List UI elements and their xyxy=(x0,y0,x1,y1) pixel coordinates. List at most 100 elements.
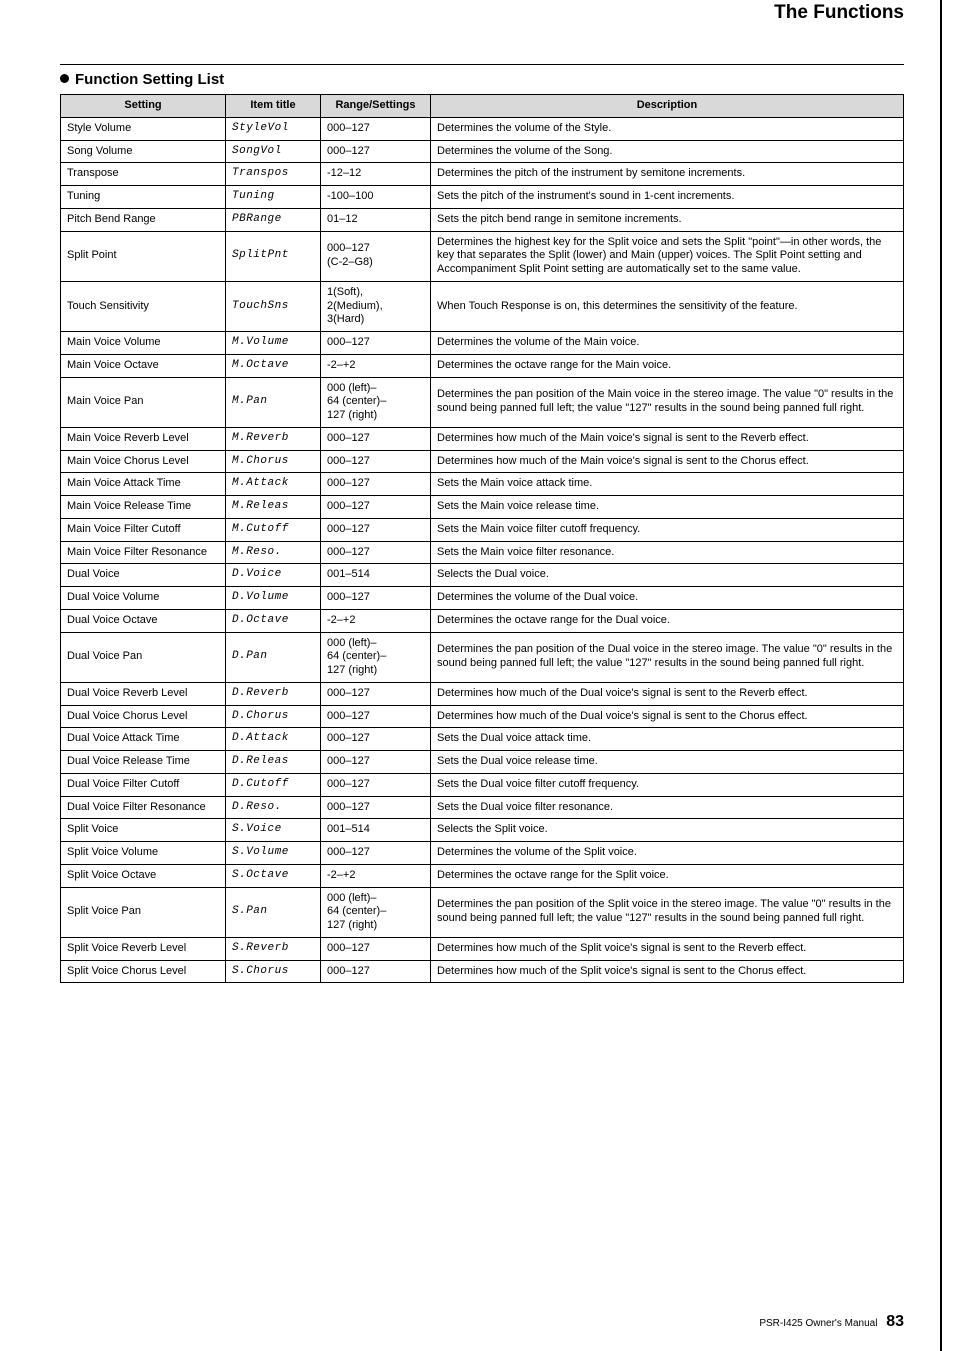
cell-setting: Split Voice xyxy=(61,819,226,842)
cell-description: Determines the pan position of the Dual … xyxy=(431,632,904,682)
cell-range: 000 (left)– 64 (center)– 127 (right) xyxy=(321,632,431,682)
cell-description: Determines the volume of the Split voice… xyxy=(431,842,904,865)
cell-range: 000–127 xyxy=(321,117,431,140)
cell-setting: Tuning xyxy=(61,186,226,209)
cell-description: Sets the Dual voice filter cutoff freque… xyxy=(431,773,904,796)
table-row: Split Voice PanS.Pan000 (left)– 64 (cent… xyxy=(61,887,904,937)
table-row: Main Voice Filter ResonanceM.Reso.000–12… xyxy=(61,541,904,564)
table-row: Main Voice OctaveM.Octave-2–+2Determines… xyxy=(61,354,904,377)
col-description: Description xyxy=(431,95,904,118)
cell-description: Determines the pan position of the Split… xyxy=(431,887,904,937)
cell-item-title: M.Volume xyxy=(226,332,321,355)
table-row: Split PointSplitPnt000–127 (C-2–G8)Deter… xyxy=(61,231,904,281)
table-row: Main Voice Release TimeM.Releas000–127Se… xyxy=(61,496,904,519)
cell-description: When Touch Response is on, this determin… xyxy=(431,281,904,331)
cell-description: Sets the pitch of the instrument's sound… xyxy=(431,186,904,209)
cell-setting: Split Voice Chorus Level xyxy=(61,960,226,983)
cell-item-title: Tuning xyxy=(226,186,321,209)
table-row: Dual Voice Chorus LevelD.Chorus000–127De… xyxy=(61,705,904,728)
cell-setting: Main Voice Release Time xyxy=(61,496,226,519)
table-row: Split VoiceS.Voice001–514Selects the Spl… xyxy=(61,819,904,842)
cell-range: 000–127 xyxy=(321,796,431,819)
cell-setting: Main Voice Attack Time xyxy=(61,473,226,496)
cell-description: Determines the pitch of the instrument b… xyxy=(431,163,904,186)
header-rule xyxy=(60,64,904,65)
cell-setting: Dual Voice Release Time xyxy=(61,751,226,774)
cell-description: Determines the octave range for the Dual… xyxy=(431,609,904,632)
cell-item-title: M.Octave xyxy=(226,354,321,377)
function-settings-table: Setting Item title Range/Settings Descri… xyxy=(60,94,904,983)
cell-item-title: S.Octave xyxy=(226,864,321,887)
cell-item-title: S.Pan xyxy=(226,887,321,937)
cell-range: 000–127 xyxy=(321,842,431,865)
table-header-row: Setting Item title Range/Settings Descri… xyxy=(61,95,904,118)
cell-setting: Split Voice Octave xyxy=(61,864,226,887)
cell-range: 000–127 xyxy=(321,751,431,774)
table-row: Style VolumeStyleVol000–127Determines th… xyxy=(61,117,904,140)
cell-range: -12–12 xyxy=(321,163,431,186)
cell-item-title: S.Chorus xyxy=(226,960,321,983)
cell-setting: Main Voice Filter Resonance xyxy=(61,541,226,564)
cell-description: Determines how much of the Split voice's… xyxy=(431,960,904,983)
cell-item-title: M.Attack xyxy=(226,473,321,496)
cell-item-title: S.Reverb xyxy=(226,937,321,960)
cell-range: -100–100 xyxy=(321,186,431,209)
footer-text: PSR-I425 Owner's Manual xyxy=(759,1318,877,1329)
cell-item-title: M.Reso. xyxy=(226,541,321,564)
page-header-title: The Functions xyxy=(60,2,904,24)
cell-description: Sets the Dual voice attack time. xyxy=(431,728,904,751)
table-row: Dual Voice Reverb LevelD.Reverb000–127De… xyxy=(61,682,904,705)
table-row: Dual Voice OctaveD.Octave-2–+2Determines… xyxy=(61,609,904,632)
cell-description: Sets the pitch bend range in semitone in… xyxy=(431,208,904,231)
cell-setting: Split Voice Reverb Level xyxy=(61,937,226,960)
table-row: Dual Voice Filter CutoffD.Cutoff000–127S… xyxy=(61,773,904,796)
cell-range: 000–127 xyxy=(321,682,431,705)
cell-item-title: M.Chorus xyxy=(226,450,321,473)
table-row: Dual Voice VolumeD.Volume000–127Determin… xyxy=(61,587,904,610)
cell-setting: Transpose xyxy=(61,163,226,186)
cell-item-title: M.Releas xyxy=(226,496,321,519)
cell-description: Sets the Main voice release time. xyxy=(431,496,904,519)
cell-range: 000–127 (C-2–G8) xyxy=(321,231,431,281)
cell-item-title: TouchSns xyxy=(226,281,321,331)
cell-range: 000–127 xyxy=(321,705,431,728)
cell-setting: Dual Voice Pan xyxy=(61,632,226,682)
cell-setting: Dual Voice Chorus Level xyxy=(61,705,226,728)
cell-item-title: SplitPnt xyxy=(226,231,321,281)
page-number: 83 xyxy=(886,1313,904,1330)
cell-setting: Dual Voice Volume xyxy=(61,587,226,610)
cell-description: Determines the volume of the Dual voice. xyxy=(431,587,904,610)
cell-item-title: D.Cutoff xyxy=(226,773,321,796)
cell-setting: Main Voice Octave xyxy=(61,354,226,377)
cell-range: 000–127 xyxy=(321,728,431,751)
cell-range: 1(Soft), 2(Medium), 3(Hard) xyxy=(321,281,431,331)
cell-item-title: D.Chorus xyxy=(226,705,321,728)
cell-range: -2–+2 xyxy=(321,864,431,887)
cell-range: 001–514 xyxy=(321,819,431,842)
table-row: Dual VoiceD.Voice001–514Selects the Dual… xyxy=(61,564,904,587)
cell-description: Determines the octave range for the Main… xyxy=(431,354,904,377)
cell-description: Determines how much of the Split voice's… xyxy=(431,937,904,960)
table-row: Dual Voice Attack TimeD.Attack000–127Set… xyxy=(61,728,904,751)
cell-range: 000–127 xyxy=(321,140,431,163)
cell-range: 000 (left)– 64 (center)– 127 (right) xyxy=(321,377,431,427)
cell-item-title: D.Releas xyxy=(226,751,321,774)
cell-range: 000–127 xyxy=(321,450,431,473)
cell-item-title: S.Voice xyxy=(226,819,321,842)
cell-setting: Style Volume xyxy=(61,117,226,140)
cell-description: Determines the pan position of the Main … xyxy=(431,377,904,427)
table-row: Main Voice Reverb LevelM.Reverb000–127De… xyxy=(61,427,904,450)
page-container: The Functions Function Setting List Sett… xyxy=(0,0,954,1351)
table-row: Split Voice VolumeS.Volume000–127Determi… xyxy=(61,842,904,865)
cell-range: 000–127 xyxy=(321,427,431,450)
cell-item-title: SongVol xyxy=(226,140,321,163)
cell-description: Selects the Dual voice. xyxy=(431,564,904,587)
cell-description: Determines the octave range for the Spli… xyxy=(431,864,904,887)
cell-description: Selects the Split voice. xyxy=(431,819,904,842)
page-footer: PSR-I425 Owner's Manual 83 xyxy=(759,1313,904,1331)
cell-range: 000–127 xyxy=(321,473,431,496)
table-row: Touch SensitivityTouchSns1(Soft), 2(Medi… xyxy=(61,281,904,331)
cell-item-title: S.Volume xyxy=(226,842,321,865)
cell-description: Determines the highest key for the Split… xyxy=(431,231,904,281)
cell-setting: Dual Voice Filter Cutoff xyxy=(61,773,226,796)
